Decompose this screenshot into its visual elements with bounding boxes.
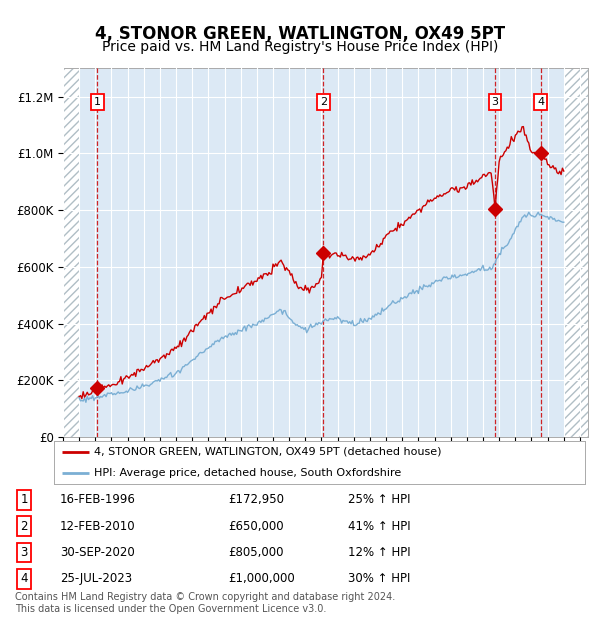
Text: 25% ↑ HPI: 25% ↑ HPI	[348, 494, 410, 507]
Text: 12% ↑ HPI: 12% ↑ HPI	[348, 546, 410, 559]
Bar	[564, 68, 588, 437]
Text: 2: 2	[320, 97, 327, 107]
Text: 4: 4	[20, 572, 28, 585]
Text: £172,950: £172,950	[228, 494, 284, 507]
Text: £1,000,000: £1,000,000	[228, 572, 295, 585]
Text: 12-FEB-2010: 12-FEB-2010	[60, 520, 136, 533]
Text: 1: 1	[20, 494, 28, 507]
Text: 25-JUL-2023: 25-JUL-2023	[60, 572, 132, 585]
Text: Price paid vs. HM Land Registry's House Price Index (HPI): Price paid vs. HM Land Registry's House …	[102, 40, 498, 55]
Text: HPI: Average price, detached house, South Oxfordshire: HPI: Average price, detached house, Sout…	[94, 467, 401, 477]
Text: £805,000: £805,000	[228, 546, 284, 559]
Text: 4: 4	[537, 97, 544, 107]
Text: 2: 2	[20, 520, 28, 533]
Text: 30-SEP-2020: 30-SEP-2020	[60, 546, 135, 559]
Text: 16-FEB-1996: 16-FEB-1996	[60, 494, 136, 507]
Text: 41% ↑ HPI: 41% ↑ HPI	[348, 520, 410, 533]
Text: 30% ↑ HPI: 30% ↑ HPI	[348, 572, 410, 585]
Text: 1: 1	[94, 97, 101, 107]
Bar	[63, 68, 79, 437]
Text: 4, STONOR GREEN, WATLINGTON, OX49 5PT (detached house): 4, STONOR GREEN, WATLINGTON, OX49 5PT (d…	[94, 446, 442, 456]
Text: 4, STONOR GREEN, WATLINGTON, OX49 5PT: 4, STONOR GREEN, WATLINGTON, OX49 5PT	[95, 25, 505, 43]
Text: 3: 3	[20, 546, 28, 559]
Text: £650,000: £650,000	[228, 520, 284, 533]
Text: Contains HM Land Registry data © Crown copyright and database right 2024.
This d: Contains HM Land Registry data © Crown c…	[15, 592, 395, 614]
Text: 3: 3	[491, 97, 499, 107]
